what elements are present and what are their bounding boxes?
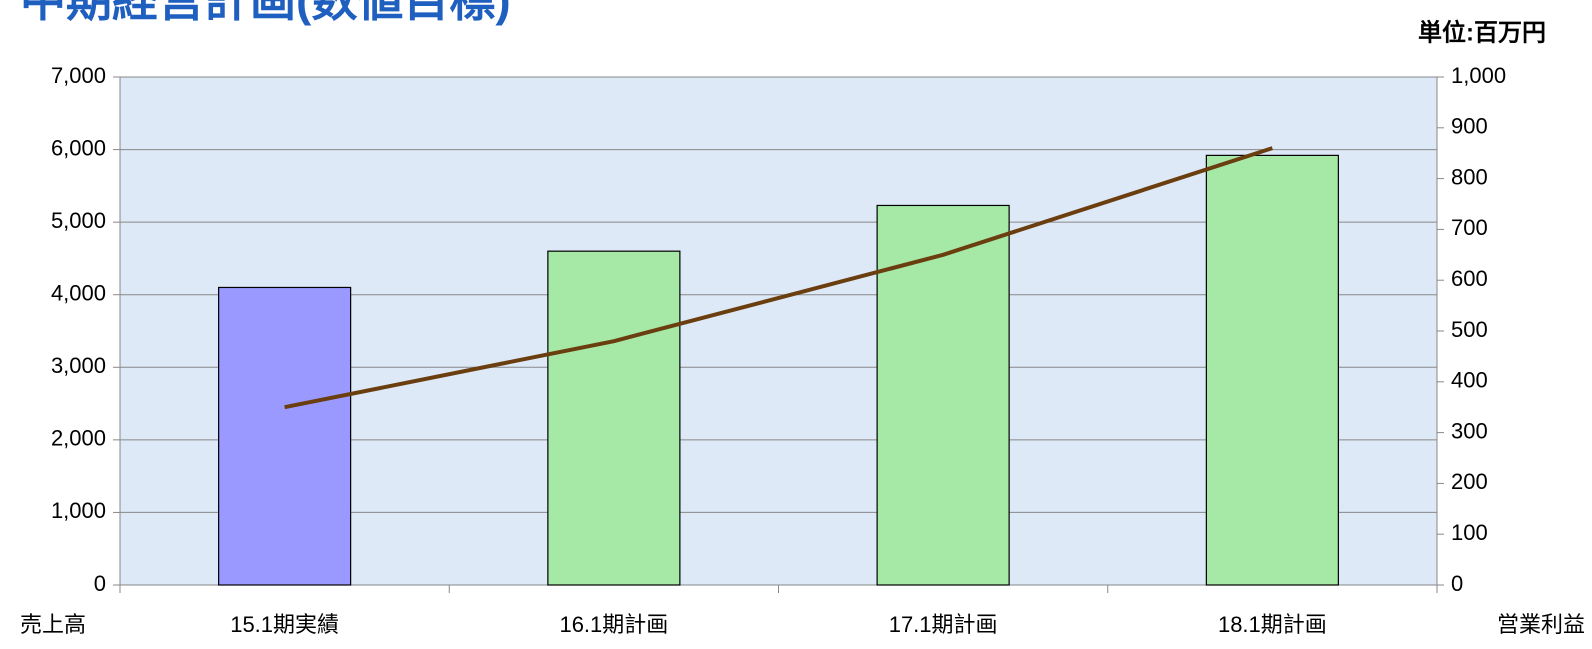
x-tick-label: 16.1期計画 [559,612,668,637]
y2-tick-label: 1,000 [1451,63,1506,88]
y-tick-label: 3,000 [51,353,106,378]
y2-tick-label: 300 [1451,418,1488,443]
y-tick-label: 4,000 [51,281,106,306]
y2-tick-label: 700 [1451,215,1488,240]
y-tick-label: 2,000 [51,426,106,451]
line [284,146,1273,410]
y2-tick-label: 100 [1451,520,1488,545]
y2-axis-label: 営業利益 [1497,612,1585,637]
x-tick-label: 15.1期実績 [230,612,339,637]
y2-tick-label: 500 [1451,317,1488,342]
y2-tick-label: 900 [1451,114,1488,139]
unit-label: 単位:百万円 [1418,18,1546,46]
x-tick-label: 18.1期計画 [1218,612,1327,637]
y-tick-label: 7,000 [51,63,106,88]
y2-tick-label: 400 [1451,368,1488,393]
y-tick-label: 1,000 [51,498,106,523]
chart-title: 中期経営計画(数値目標) [20,0,511,26]
y2-tick-label: 600 [1451,266,1488,291]
y-tick-label: 0 [94,571,106,596]
y2-tick-label: 200 [1451,469,1488,494]
y-tick-label: 5,000 [51,208,106,233]
bar [547,250,681,586]
bar [218,286,352,586]
y-axis-label: 売上高 [20,612,86,637]
bar [1205,154,1339,586]
bar [876,204,1010,586]
x-tick-label: 17.1期計画 [889,612,998,637]
y2-tick-label: 800 [1451,164,1488,189]
y2-tick-label: 0 [1451,571,1463,596]
y-tick-label: 6,000 [51,135,106,160]
